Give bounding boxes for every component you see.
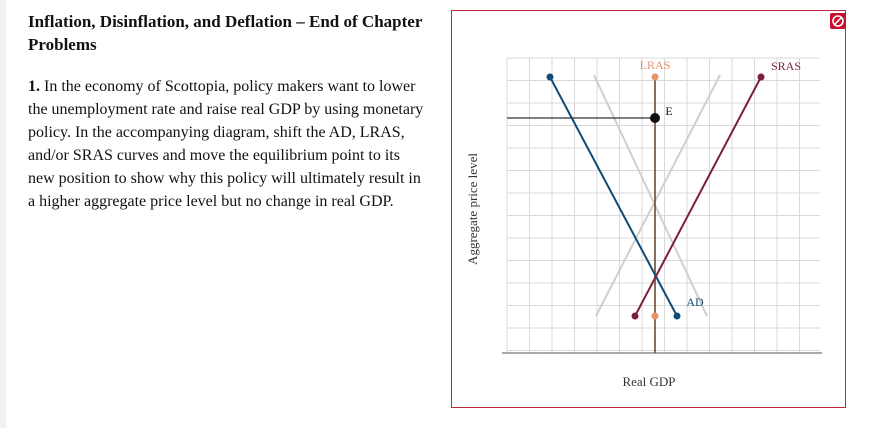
ad-top-handle[interactable]	[546, 73, 554, 81]
sras-top-handle[interactable]	[757, 73, 765, 81]
page: Inflation, Disinflation, and Deflation –…	[6, 0, 882, 428]
x-axis-label: Real GDP	[622, 374, 675, 389]
ghost-sras-curve	[595, 74, 721, 317]
problem-text-column: Inflation, Disinflation, and Deflation –…	[28, 10, 428, 213]
lras-top-handle[interactable]	[651, 73, 659, 81]
sras-label: SRAS	[771, 59, 801, 73]
problem-body: In the economy of Scottopia, policy make…	[28, 78, 424, 210]
problem-heading: Inflation, Disinflation, and Deflation –…	[28, 12, 423, 54]
ghost-ad-curve	[593, 74, 708, 317]
graph-canvas: LRAS AD SRAS E Real GDP Aggregate price …	[465, 57, 822, 389]
reset-button[interactable]	[830, 13, 846, 29]
lras-label: LRAS	[640, 58, 671, 72]
sras-curve[interactable]	[634, 76, 762, 317]
problem-number: 1.	[28, 78, 40, 95]
no-entry-icon	[832, 15, 844, 27]
graph-panel: LRAS AD SRAS E Real GDP Aggregate price …	[451, 10, 846, 408]
equilibrium-point[interactable]	[650, 113, 660, 123]
sras-bottom-handle[interactable]	[631, 312, 639, 320]
ad-label: AD	[686, 295, 704, 309]
lras-bottom-handle[interactable]	[651, 312, 659, 320]
y-axis-label: Aggregate price level	[465, 153, 480, 265]
grid	[506, 57, 820, 353]
equilibrium-label: E	[665, 104, 672, 118]
ad-bottom-handle[interactable]	[673, 312, 681, 320]
problem-question: 1. In the economy of Scottopia, policy m…	[28, 75, 428, 213]
